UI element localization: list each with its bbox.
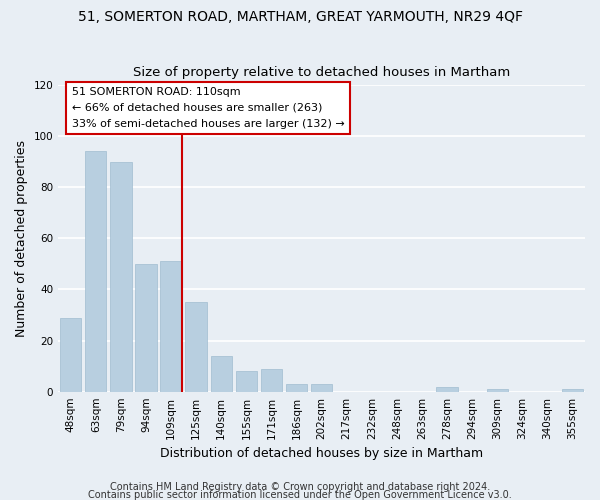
Text: Contains public sector information licensed under the Open Government Licence v3: Contains public sector information licen… — [88, 490, 512, 500]
Bar — [562, 389, 583, 392]
Bar — [85, 152, 106, 392]
Text: 51 SOMERTON ROAD: 110sqm
← 66% of detached houses are smaller (263)
33% of semi-: 51 SOMERTON ROAD: 110sqm ← 66% of detach… — [72, 88, 345, 128]
Y-axis label: Number of detached properties: Number of detached properties — [15, 140, 28, 337]
Bar — [487, 389, 508, 392]
Bar — [185, 302, 207, 392]
Text: Contains HM Land Registry data © Crown copyright and database right 2024.: Contains HM Land Registry data © Crown c… — [110, 482, 490, 492]
Bar — [236, 371, 257, 392]
Bar — [60, 318, 82, 392]
Text: 51, SOMERTON ROAD, MARTHAM, GREAT YARMOUTH, NR29 4QF: 51, SOMERTON ROAD, MARTHAM, GREAT YARMOU… — [77, 10, 523, 24]
Title: Size of property relative to detached houses in Martham: Size of property relative to detached ho… — [133, 66, 510, 80]
Bar — [110, 162, 131, 392]
Bar — [160, 262, 182, 392]
Bar — [211, 356, 232, 392]
Bar — [286, 384, 307, 392]
Bar — [136, 264, 157, 392]
Bar — [261, 368, 282, 392]
X-axis label: Distribution of detached houses by size in Martham: Distribution of detached houses by size … — [160, 447, 483, 460]
Bar — [436, 386, 458, 392]
Bar — [311, 384, 332, 392]
